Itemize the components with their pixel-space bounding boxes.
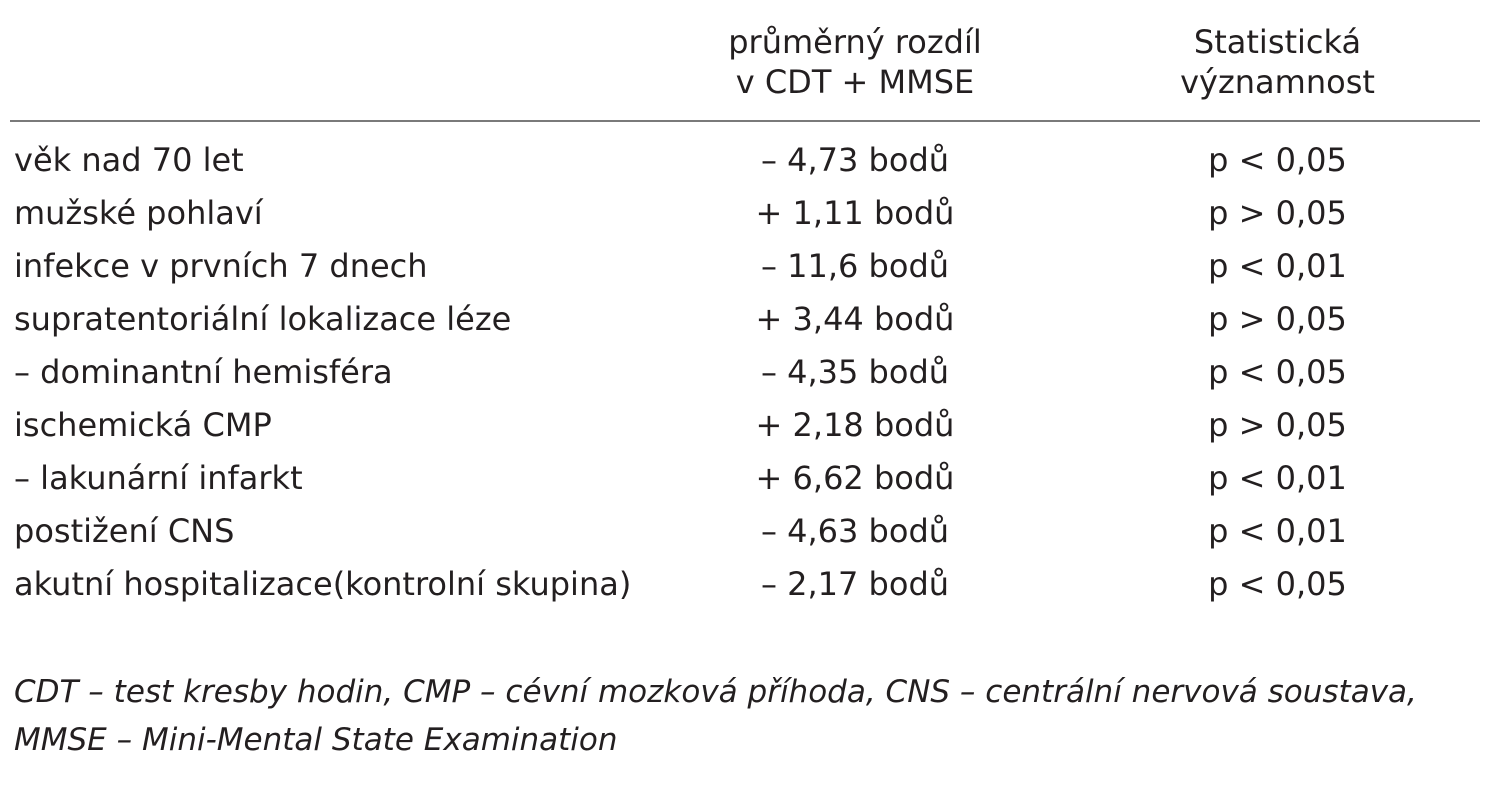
difference-cell: – 11,6 bodů (760, 247, 950, 285)
difference-cell: – 2,17 bodů (760, 565, 950, 603)
factor-cell: supratentoriální lokalizace léze (14, 300, 512, 338)
difference-cell: + 1,11 bodů (755, 194, 955, 232)
factor-cell: – lakunární infarkt (14, 459, 303, 497)
difference-cell: – 4,63 bodů (760, 512, 950, 550)
table-row: mužské pohlaví + 1,11 bodů p > 0,05 (0, 187, 1491, 240)
table-header: průměrný rozdíl v CDT + MMSE Statistická… (0, 22, 1491, 118)
header-mean-difference-line-2: v CDT + MMSE (735, 63, 975, 101)
table-footnote: CDT – test kresby hodin, CMP – cévní moz… (14, 668, 1479, 764)
difference-cell: + 2,18 bodů (755, 406, 955, 444)
table-row: věk nad 70 let – 4,73 bodů p < 0,05 (0, 134, 1491, 187)
factor-cell: akutní hospitalizace(kontrolní skupina) (14, 565, 632, 603)
factor-cell: věk nad 70 let (14, 141, 244, 179)
factor-cell: infekce v prvních 7 dnech (14, 247, 428, 285)
significance-cell: p < 0,05 (1208, 141, 1347, 179)
footnote-line-1: CDT – test kresby hodin, CMP – cévní moz… (14, 674, 1417, 710)
header-significance-line-2: významnost (1180, 63, 1375, 101)
header-mean-difference-line-1: průměrný rozdíl (728, 23, 982, 61)
significance-cell: p < 0,05 (1208, 353, 1347, 391)
header-mean-difference: průměrný rozdíl v CDT + MMSE (700, 22, 1010, 102)
significance-cell: p > 0,05 (1208, 300, 1347, 338)
table-body: věk nad 70 let – 4,73 bodů p < 0,05 mužs… (0, 134, 1491, 611)
significance-cell: p > 0,05 (1208, 194, 1347, 232)
header-divider (10, 120, 1480, 122)
significance-cell: p > 0,05 (1208, 406, 1347, 444)
table-row: infekce v prvních 7 dnech – 11,6 bodů p … (0, 240, 1491, 293)
table-row: akutní hospitalizace(kontrolní skupina) … (0, 558, 1491, 611)
header-significance-line-1: Statistická (1193, 23, 1362, 61)
factor-cell: ischemická CMP (14, 406, 272, 444)
table-row: – lakunární infarkt + 6,62 bodů p < 0,01 (0, 452, 1491, 505)
factor-cell: – dominantní hemisféra (14, 353, 393, 391)
footnote-line-2: MMSE – Mini-Mental State Examination (14, 722, 618, 758)
factor-cell: mužské pohlaví (14, 194, 263, 232)
table-row: supratentoriální lokalizace léze + 3,44 … (0, 293, 1491, 346)
header-significance: Statistická významnost (1140, 22, 1415, 102)
difference-cell: – 4,73 bodů (760, 141, 950, 179)
difference-cell: – 4,35 bodů (760, 353, 950, 391)
significance-cell: p < 0,01 (1208, 512, 1347, 550)
difference-cell: + 6,62 bodů (755, 459, 955, 497)
difference-cell: + 3,44 bodů (755, 300, 955, 338)
significance-cell: p < 0,05 (1208, 565, 1347, 603)
table-row: ischemická CMP + 2,18 bodů p > 0,05 (0, 399, 1491, 452)
factor-cell: postižení CNS (14, 512, 235, 550)
table-row: postižení CNS – 4,63 bodů p < 0,01 (0, 505, 1491, 558)
significance-cell: p < 0,01 (1208, 247, 1347, 285)
significance-cell: p < 0,01 (1208, 459, 1347, 497)
table-row: – dominantní hemisféra – 4,35 bodů p < 0… (0, 346, 1491, 399)
